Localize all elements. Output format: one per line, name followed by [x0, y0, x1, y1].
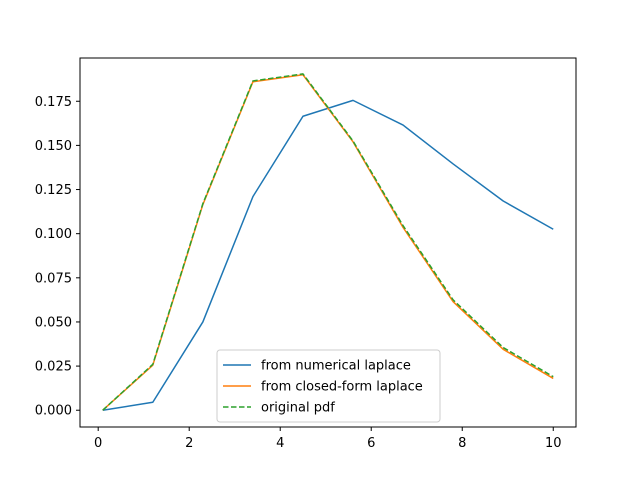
y-tick-label: 0.125: [35, 183, 72, 198]
y-tick-label: 0.175: [35, 95, 72, 110]
x-tick-label: 4: [276, 436, 284, 451]
legend-label-0: from numerical laplace: [261, 359, 411, 374]
x-tick-label: 8: [458, 436, 466, 451]
y-tick-label: 0.150: [35, 139, 72, 154]
x-tick-label: 10: [545, 436, 562, 451]
y-tick-label: 0.050: [35, 315, 72, 330]
x-tick-label: 6: [367, 436, 375, 451]
axes-frame: [79, 57, 577, 428]
legend: from numerical laplace from closed-form l…: [216, 349, 441, 423]
y-tick-label: 0.000: [35, 404, 72, 419]
x-tick-label: 0: [94, 436, 102, 451]
y-axis: 0.000 0.025 0.050 0.075 0.100 0.125 0.150 0.175: [35, 95, 80, 419]
series-line-1: [102, 74, 554, 411]
legend-label-2: original pdf: [261, 401, 335, 416]
legend-label-1: from closed-form laplace: [261, 380, 423, 395]
y-tick-label: 0.025: [35, 360, 72, 375]
x-tick-label: 2: [185, 436, 193, 451]
x-axis: 0 2 4 6 8 10: [94, 427, 562, 451]
series-layer: [102, 73, 554, 411]
legend-box: [216, 349, 441, 423]
y-tick-label: 0.075: [35, 271, 72, 286]
y-tick-label: 0.100: [35, 227, 72, 242]
series-line-2: [102, 73, 554, 411]
